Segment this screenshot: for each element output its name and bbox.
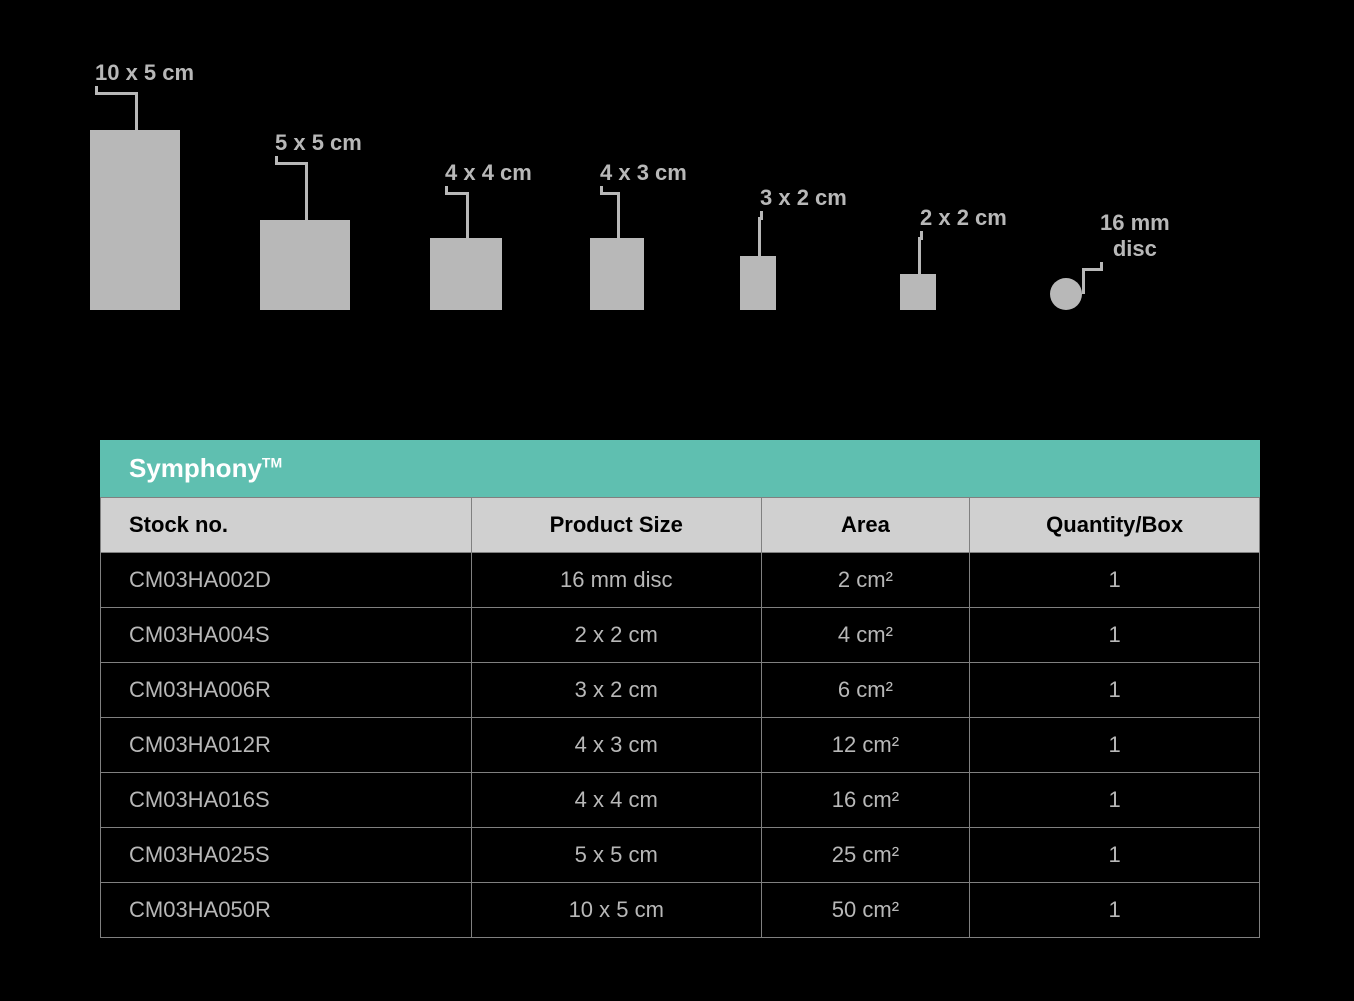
size-diagram: 10 x 5 cm 5 x 5 cm 4 x 4 cm 4 x 3 cm 3 x 2 c… [80,60,1280,360]
rect-shape [90,130,180,310]
table-row: CM03HA002D16 mm disc2 cm²1 [101,553,1260,608]
table-title-suffix: TM [262,454,282,470]
rect-shape [590,238,644,310]
rect-shape [260,220,350,310]
cell-qty: 1 [970,828,1260,883]
cell-qty: 1 [970,773,1260,828]
cell-size: 3 x 2 cm [471,663,761,718]
table-row: CM03HA004S2 x 2 cm4 cm²1 [101,608,1260,663]
cell-stock: CM03HA012R [101,718,472,773]
cell-qty: 1 [970,883,1260,938]
cell-area: 25 cm² [761,828,970,883]
connector-line [758,217,761,256]
cell-stock: CM03HA002D [101,553,472,608]
disc-shape [1050,278,1082,310]
rect-shape [740,256,776,310]
connector-line [275,162,308,165]
col-stock: Stock no. [101,498,472,553]
shape-label: 5 x 5 cm [275,130,362,156]
shape-label: 16 mmdisc [1100,210,1170,262]
table-title: SymphonyTM [100,440,1260,497]
connector-line [1082,268,1103,271]
table-header-row: Stock no. Product Size Area Quantity/Box [101,498,1260,553]
cell-qty: 1 [970,608,1260,663]
cell-stock: CM03HA004S [101,608,472,663]
cell-stock: CM03HA016S [101,773,472,828]
cell-stock: CM03HA025S [101,828,472,883]
rect-shape [900,274,936,310]
cell-area: 6 cm² [761,663,970,718]
cell-area: 4 cm² [761,608,970,663]
product-table: Stock no. Product Size Area Quantity/Box… [100,497,1260,938]
shape-label: 3 x 2 cm [760,185,847,211]
product-table-container: SymphonyTM Stock no. Product Size Area Q… [100,440,1260,938]
connector-line [1082,268,1085,294]
cell-stock: CM03HA006R [101,663,472,718]
connector-line [95,92,138,95]
connector-line [918,237,921,274]
cell-size: 2 x 2 cm [471,608,761,663]
cell-area: 2 cm² [761,553,970,608]
shape-label: 4 x 4 cm [445,160,532,186]
cell-size: 4 x 3 cm [471,718,761,773]
cell-size: 4 x 4 cm [471,773,761,828]
rect-shape [430,238,502,310]
shape-label: 10 x 5 cm [95,60,194,86]
cell-area: 12 cm² [761,718,970,773]
shape-label: 4 x 3 cm [600,160,687,186]
cell-qty: 1 [970,718,1260,773]
col-size: Product Size [471,498,761,553]
cell-size: 10 x 5 cm [471,883,761,938]
col-qty: Quantity/Box [970,498,1260,553]
connector-line [135,92,138,130]
cell-qty: 1 [970,663,1260,718]
connector-line [466,192,469,238]
table-row: CM03HA025S5 x 5 cm25 cm²1 [101,828,1260,883]
cell-area: 50 cm² [761,883,970,938]
col-area: Area [761,498,970,553]
cell-stock: CM03HA050R [101,883,472,938]
table-title-text: Symphony [129,453,262,483]
cell-size: 5 x 5 cm [471,828,761,883]
cell-qty: 1 [970,553,1260,608]
cell-area: 16 cm² [761,773,970,828]
connector-line [617,192,620,238]
connector-line [305,162,308,220]
shape-label: 2 x 2 cm [920,205,1007,231]
table-row: CM03HA012R4 x 3 cm12 cm²1 [101,718,1260,773]
cell-size: 16 mm disc [471,553,761,608]
table-row: CM03HA016S4 x 4 cm16 cm²1 [101,773,1260,828]
table-row: CM03HA050R10 x 5 cm50 cm²1 [101,883,1260,938]
table-row: CM03HA006R3 x 2 cm6 cm²1 [101,663,1260,718]
